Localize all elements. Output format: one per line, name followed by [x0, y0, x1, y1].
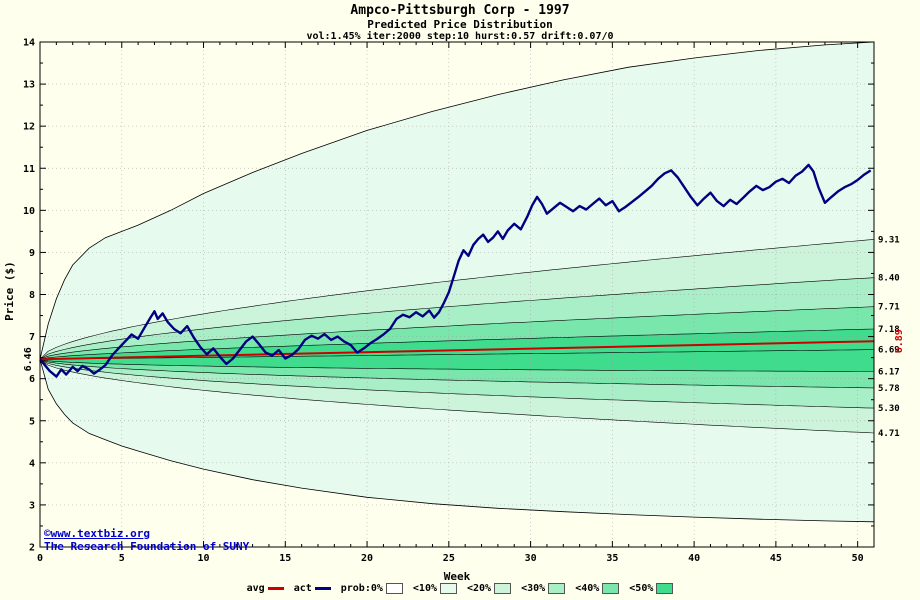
- simulation-params: vol:1.45% iter:2000 step:10 hurst:0.57 d…: [306, 31, 614, 42]
- svg-text:30: 30: [525, 553, 537, 564]
- svg-text:5: 5: [29, 416, 35, 427]
- svg-text:8: 8: [29, 290, 35, 301]
- x-axis-title: Week: [443, 570, 471, 583]
- band-boundary-lines: [39, 41, 875, 523]
- start-price-label: 6.46: [23, 347, 34, 371]
- svg-text:8.40: 8.40: [878, 274, 900, 284]
- svg-text:5.30: 5.30: [878, 404, 900, 414]
- svg-text:11: 11: [23, 164, 35, 175]
- legend-item-band-1: <10%: [413, 583, 457, 594]
- legend-avg-line-swatch: [267, 587, 284, 590]
- legend-band-label: prob:0%: [340, 583, 383, 594]
- legend-band-swatch: [494, 583, 512, 594]
- watermark-org: The Research Foundation of SUNY: [44, 540, 250, 553]
- svg-text:40: 40: [688, 553, 700, 564]
- svg-text:6: 6: [29, 374, 35, 385]
- svg-text:13: 13: [23, 80, 35, 91]
- probability-bands: [40, 42, 874, 522]
- legend-band-label: <50%: [629, 583, 654, 594]
- chart-subtitle: Predicted Price Distribution: [367, 18, 553, 31]
- svg-text:7.18: 7.18: [878, 325, 900, 335]
- watermark-url[interactable]: ©www.textbiz.org: [44, 527, 150, 540]
- legend-band-label: <10%: [412, 583, 437, 594]
- svg-text:9.31: 9.31: [878, 235, 900, 245]
- legend-band-swatch: [385, 583, 403, 594]
- actual-price-line: [39, 163, 872, 378]
- svg-text:50: 50: [852, 553, 864, 564]
- gridlines: [40, 42, 874, 547]
- legend-act-label: act: [293, 583, 312, 594]
- svg-text:2: 2: [29, 543, 35, 554]
- svg-text:6.69: 6.69: [878, 346, 900, 356]
- axis-ticks: [40, 41, 874, 548]
- y-axis-title: Price ($): [3, 261, 16, 321]
- svg-text:10: 10: [23, 206, 35, 217]
- svg-text:7.71: 7.71: [878, 303, 900, 313]
- legend-item-band-0: prob:0%: [341, 583, 403, 594]
- svg-text:6.17: 6.17: [878, 368, 900, 378]
- legend-band-label: <40%: [575, 583, 600, 594]
- svg-text:7: 7: [29, 332, 35, 343]
- svg-text:45: 45: [770, 553, 782, 564]
- svg-text:25: 25: [443, 553, 455, 564]
- svg-text:14: 14: [23, 38, 35, 49]
- legend-band-swatch: [602, 583, 620, 594]
- legend-item-band-4: <40%: [575, 583, 620, 594]
- svg-text:0: 0: [37, 553, 43, 564]
- legend-act-line-swatch: [314, 587, 331, 590]
- legend-item-band-2: <20%: [467, 583, 512, 594]
- svg-text:35: 35: [606, 553, 618, 564]
- svg-text:12: 12: [23, 122, 35, 133]
- legend-item-avg: avg: [247, 583, 284, 594]
- average-end-label: 6.89: [894, 329, 905, 353]
- legend-band-swatch: [440, 583, 457, 594]
- legend: avg act prob:0% <10% <20% <30% <40% <50%: [0, 583, 920, 594]
- legend-item-band-3: <30%: [521, 583, 566, 594]
- svg-text:4.71: 4.71: [878, 429, 900, 439]
- svg-text:10: 10: [198, 553, 210, 564]
- page-title: Ampco-Pittsburgh Corp - 1997: [350, 3, 570, 18]
- legend-band-swatch: [656, 583, 674, 594]
- legend-avg-label: avg: [246, 583, 265, 594]
- legend-band-label: <20%: [467, 583, 492, 594]
- svg-text:5: 5: [119, 553, 125, 564]
- svg-text:3: 3: [29, 500, 35, 511]
- legend-band-swatch: [548, 583, 566, 594]
- legend-item-band-5: <50%: [629, 583, 674, 594]
- svg-text:9: 9: [29, 248, 35, 259]
- svg-text:5.78: 5.78: [878, 384, 900, 394]
- legend-item-act: act: [294, 583, 331, 594]
- legend-band-label: <30%: [521, 583, 546, 594]
- svg-text:20: 20: [361, 553, 373, 564]
- svg-text:4: 4: [29, 458, 35, 469]
- decile-end-labels: 9.31 8.40 7.71 7.18 6.69 6.17 5.78 5.30 4.71: [878, 235, 900, 439]
- svg-text:15: 15: [279, 553, 291, 564]
- average-price-line: [39, 340, 875, 361]
